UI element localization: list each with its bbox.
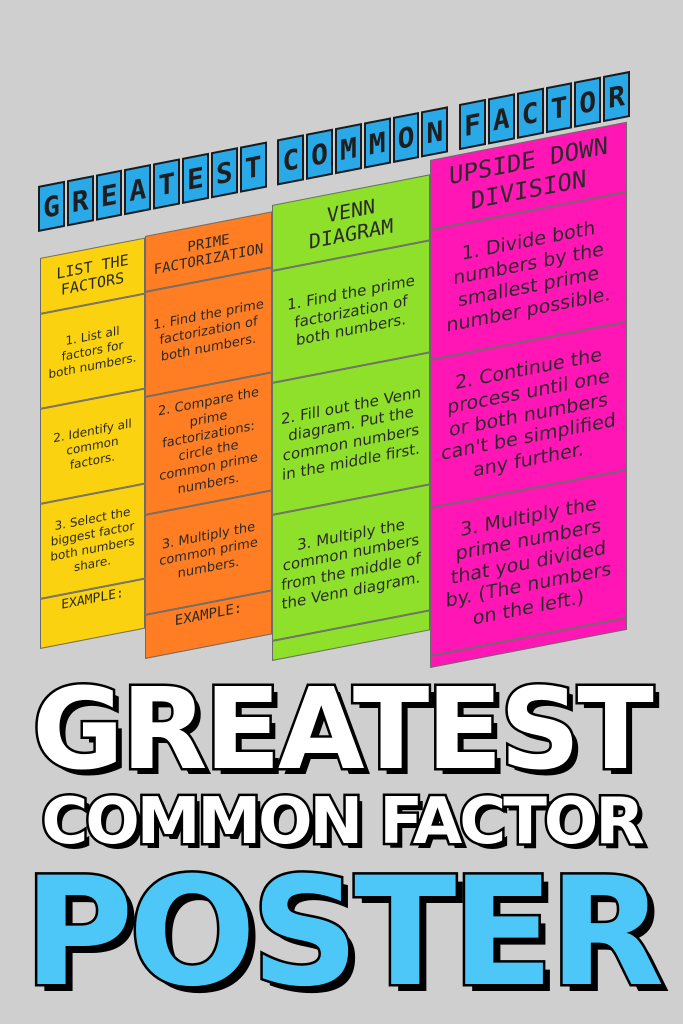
banner-letter-tile: T: [545, 82, 573, 134]
column-prime-factorization: Prime Factorization 1. Find the prime fa…: [145, 211, 272, 659]
banner-letter-tile: T: [153, 158, 181, 210]
overlay-title-line2: COMMON FACTOR: [39, 785, 647, 859]
banner-letter-tile: E: [95, 169, 123, 221]
banner-letter-tile: A: [124, 163, 152, 216]
banner-letter-tile: G: [38, 180, 65, 232]
banner-letter-tile: C: [516, 87, 544, 139]
column-venn-diagram: Venn Diagram 1. Find the prime factoriza…: [272, 174, 430, 661]
banner-letter-tile: M: [334, 123, 362, 175]
banner-letter-tile: O: [574, 76, 602, 128]
column-upside-down-division: Upside Down Division 1. Divide both numb…: [430, 121, 627, 668]
banner-letter-tile: M: [363, 117, 391, 169]
banner-letter-tile: F: [459, 98, 486, 151]
banner-letter-tile: R: [66, 175, 94, 227]
banner-letter-tile: S: [210, 147, 238, 199]
overlay-title-line3: POSTER: [21, 846, 667, 1020]
banner-letter-tile: T: [239, 141, 267, 193]
column-list-the-factors: List the Factors 1. List all factors for…: [40, 237, 145, 649]
banner-letter-tile: C: [277, 134, 305, 186]
banner-letter-tile: R: [603, 70, 630, 123]
banner-letter-tile: A: [487, 93, 515, 145]
banner-letter-tile: O: [392, 111, 420, 164]
overlay-title-line1: GREATEST: [30, 665, 657, 795]
banner-letter-tile: E: [182, 152, 209, 204]
banner-spacer: [450, 105, 457, 152]
banner-letter-tile: O: [306, 128, 333, 180]
banner-letter-tile: N: [421, 106, 449, 158]
banner-spacer: [269, 140, 276, 187]
